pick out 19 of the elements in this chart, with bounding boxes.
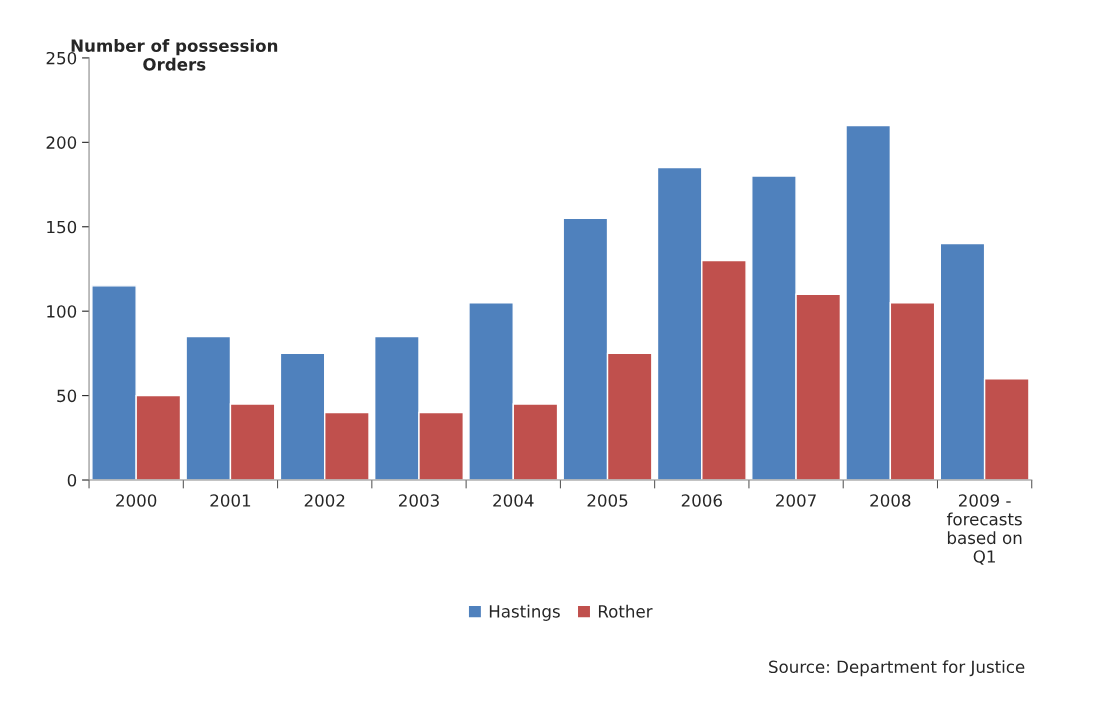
y-tick-label: 150: [47, 220, 77, 234]
x-tick-label: 2006: [681, 494, 722, 507]
y-tick-label: 200: [46, 136, 77, 149]
y-tick-label: 0: [67, 473, 77, 487]
y-tick-label: 100: [47, 305, 77, 318]
legend-label: Hastings: [489, 604, 560, 621]
x-tick-label: 2005: [587, 494, 628, 507]
x-tick-label: 2004: [493, 494, 534, 507]
y-tick-label: 50: [57, 389, 77, 403]
x-tick-label: 2001: [210, 494, 251, 507]
x-tick-label: 2002: [304, 494, 345, 507]
legend-label: Rother: [598, 604, 653, 618]
x-tick-label: 2007: [776, 494, 816, 507]
x-tick-label: 2009 - forecasts based on Q1: [946, 494, 1022, 565]
source-note: Source: Department for Justice: [769, 660, 1025, 677]
y-tick-label: 250: [46, 51, 77, 65]
x-tick-label: 2000: [116, 494, 157, 507]
x-tick-label: 2008: [870, 494, 911, 507]
x-tick-label: 2003: [399, 494, 439, 507]
